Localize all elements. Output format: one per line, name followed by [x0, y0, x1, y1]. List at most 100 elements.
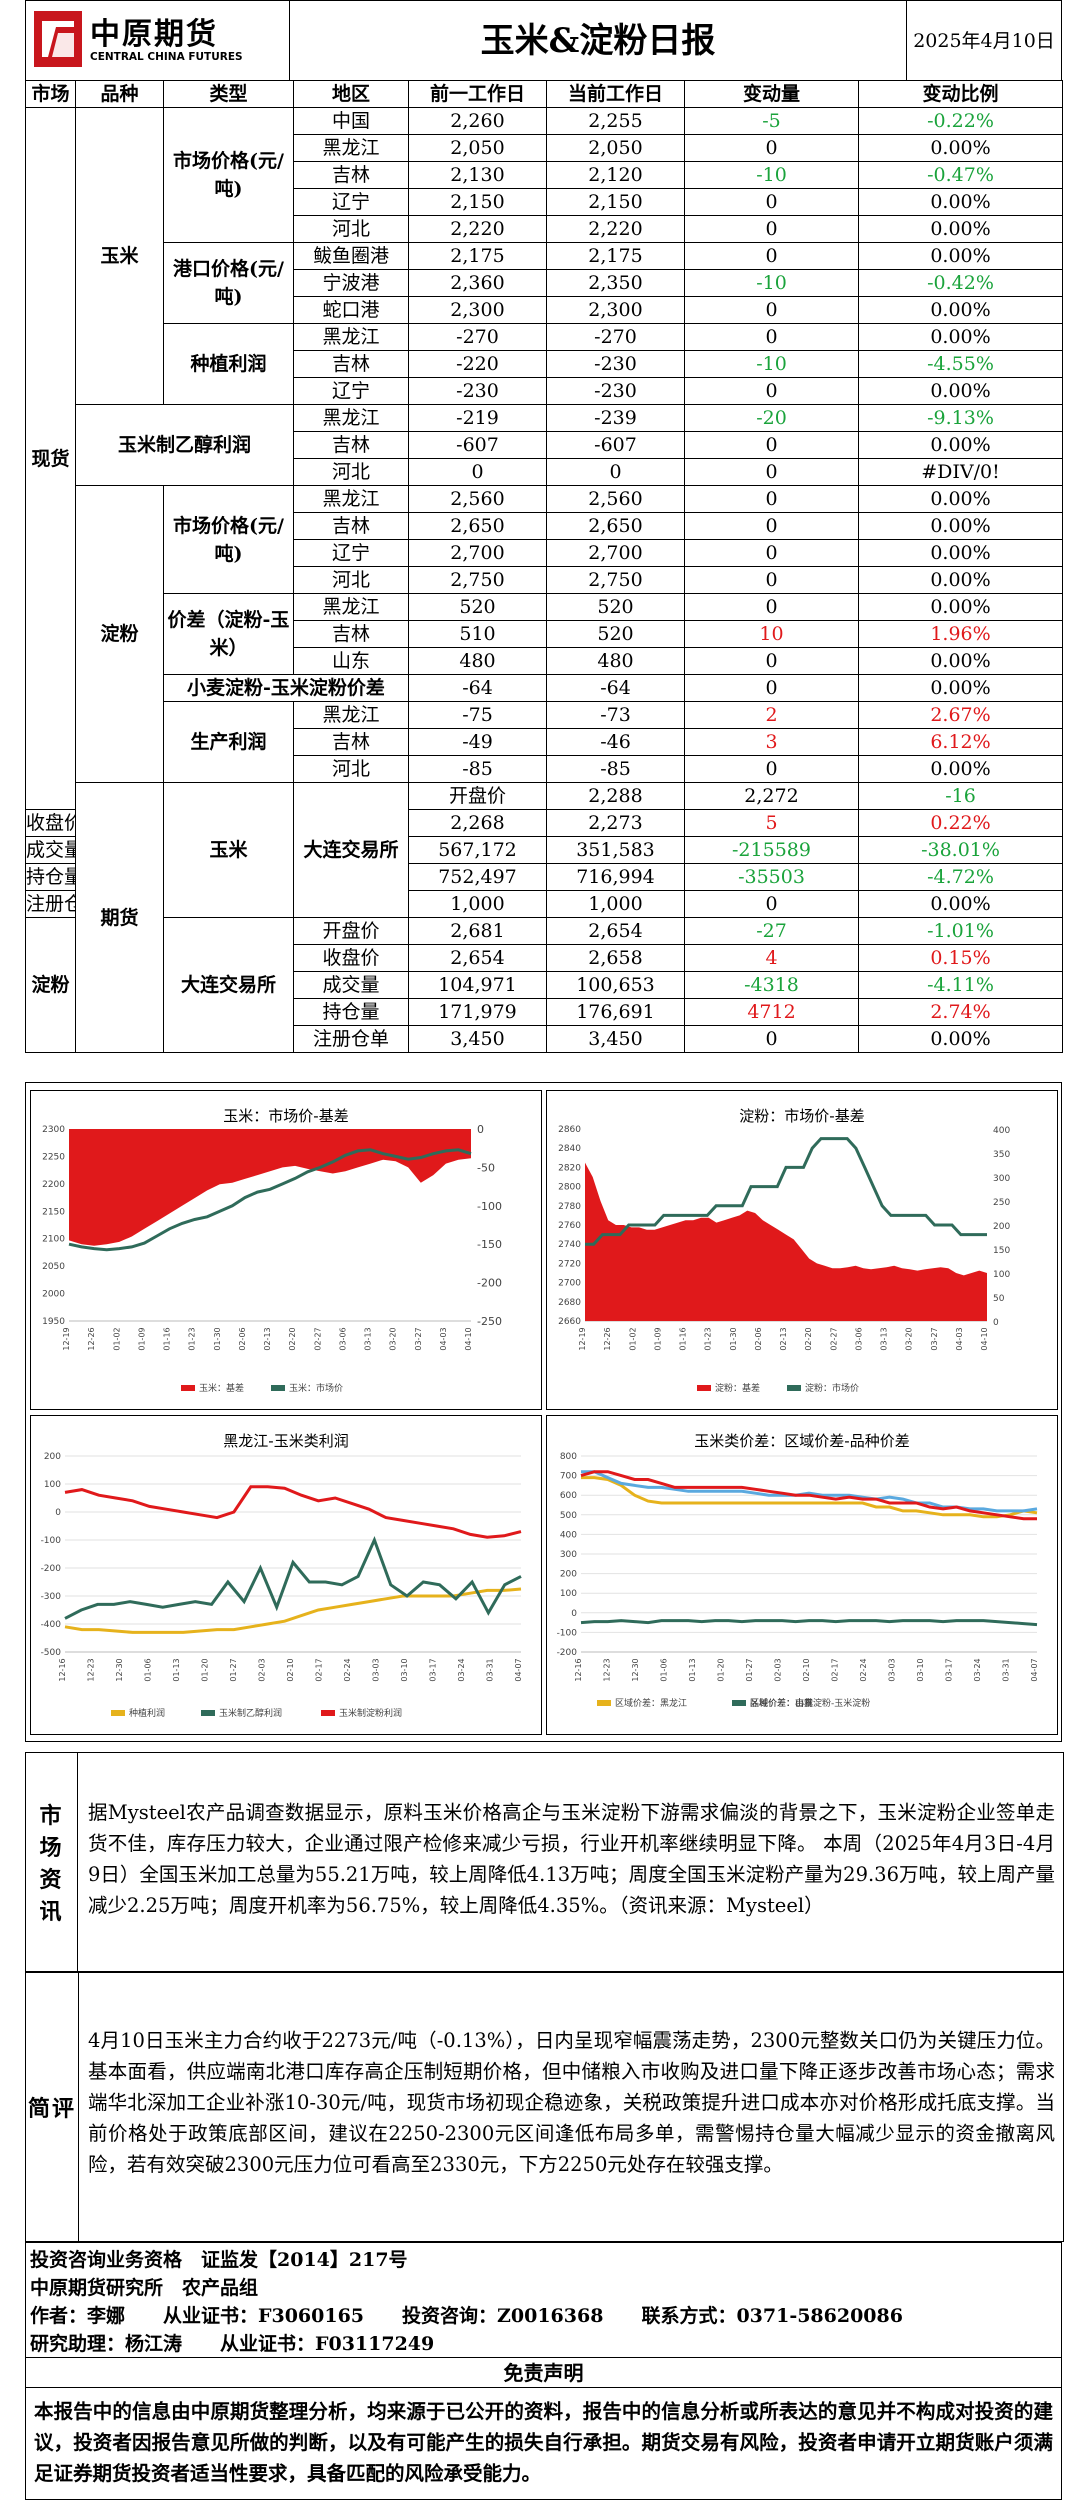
footer-box — [25, 2242, 1062, 2358]
prev-value-cell: 2,681 — [408, 917, 547, 945]
legend-swatch — [181, 1385, 195, 1391]
y2-tick-label: 200 — [993, 1222, 1010, 1232]
table-row: 吉林 -607 -607 0 0.00% — [26, 431, 1063, 459]
y-tick-label: 600 — [560, 1491, 577, 1501]
prev-value-cell: 2,050 — [408, 134, 547, 162]
prev-value-cell: -607 — [408, 431, 547, 459]
chart-title: 黑龙江-玉米类利润 — [223, 1432, 349, 1450]
price-line — [585, 1137, 987, 1246]
region-cell: 开盘价 — [408, 782, 547, 810]
x-tick-label: 01-23 — [704, 1327, 713, 1350]
table-row: 吉林 2,130 2,120 -10 -0.47% — [26, 161, 1063, 189]
disclaimer-title: 免责声明 — [25, 2358, 1062, 2388]
cur-value-cell: -73 — [546, 701, 685, 729]
spread-hlj-line — [581, 1476, 1038, 1519]
x-tick-label: 03-13 — [880, 1327, 889, 1350]
change-pct-cell: -4.11% — [858, 971, 1063, 999]
change-cell: -215589 — [684, 836, 859, 864]
change-cell: 0 — [684, 134, 859, 162]
y-tick-label: 2780 — [558, 1202, 581, 1212]
cur-value-cell: -230 — [546, 377, 685, 405]
prev-value-cell: 2,650 — [408, 512, 547, 540]
region-cell: 黑龙江 — [293, 323, 409, 351]
x-tick-label: 01-23 — [188, 1327, 197, 1350]
x-tick-label: 12-30 — [115, 1658, 124, 1681]
y2-tick-label: 100 — [993, 1270, 1010, 1280]
x-tick-label: 01-09 — [653, 1327, 662, 1350]
prev-value-cell: 2,750 — [408, 566, 547, 594]
price-line — [68, 1148, 472, 1252]
y2-tick-label: -250 — [477, 1315, 502, 1328]
x-tick-label: 04-03 — [439, 1327, 448, 1350]
change-pct-cell: 0.00% — [858, 485, 1063, 513]
x-tick-label: 01-16 — [163, 1327, 172, 1350]
y-tick-label: 2150 — [42, 1207, 65, 1217]
prev-value-cell: -75 — [408, 701, 547, 729]
change-pct-cell: -4.55% — [858, 350, 1063, 378]
change-pct-cell: 0.22% — [858, 809, 1063, 837]
x-tick-label: 02-06 — [238, 1327, 247, 1350]
change-cell: -27 — [684, 917, 859, 945]
x-tick-label: 03-27 — [414, 1327, 423, 1350]
change-cell: 0 — [684, 566, 859, 594]
x-tick-label: 03-20 — [389, 1327, 398, 1350]
y2-tick-label: 300 — [993, 1174, 1010, 1184]
table-row: 吉林 510 520 10 1.96% — [26, 620, 1063, 648]
legend-label: 淀粉：市场价 — [805, 1382, 859, 1394]
logo-cn: 中原期货 — [90, 17, 218, 52]
table-row: 吉林 2,650 2,650 0 0.00% — [26, 512, 1063, 540]
cur-value-cell: 480 — [546, 647, 685, 675]
region-cell: 注册仓单 — [25, 890, 76, 918]
y-tick-label: 300 — [560, 1550, 577, 1560]
x-tick-label: 03-24 — [457, 1658, 466, 1681]
change-pct-cell: -9.13% — [858, 404, 1063, 432]
change-pct-cell: 0.00% — [858, 755, 1063, 783]
table-row: 生产利润 黑龙江 -75 -73 2 2.67% — [26, 701, 1063, 783]
y-tick-label: -200 — [557, 1648, 578, 1658]
cur-value-cell: 0 — [546, 458, 685, 486]
cur-value-cell: 100,653 — [546, 971, 685, 999]
region-cell: 山东 — [293, 647, 409, 675]
region-cell: 收盘价 — [25, 809, 76, 837]
y2-tick-label: 0 — [993, 1318, 999, 1328]
legend-swatch — [787, 1385, 801, 1391]
prev-value-cell: -220 — [408, 350, 547, 378]
x-tick-label: 12-23 — [603, 1658, 612, 1681]
x-tick-label: 01-20 — [717, 1658, 726, 1681]
region-cell: 河北 — [293, 566, 409, 594]
x-tick-label: 04-10 — [980, 1327, 989, 1350]
y-tick-label: 400 — [560, 1530, 577, 1540]
region-cell: 持仓量 — [25, 863, 76, 891]
table-row: 现货 玉米 市场价格(元/吨) 中国 2,260 2,255 -5 -0.22% — [25, 107, 1063, 810]
y-tick-label: -100 — [557, 1628, 578, 1638]
group-cell: 大连交易所 — [163, 917, 294, 1053]
x-tick-label: 02-06 — [754, 1327, 763, 1350]
y-tick-label: -400 — [41, 1620, 62, 1630]
table-row: 成交量 104,971 100,653 -4318 -4.11% — [26, 971, 1063, 999]
x-tick-label: 02-17 — [315, 1658, 324, 1681]
starch-profit-line — [64, 1485, 522, 1539]
change-pct-cell: 1.96% — [858, 620, 1063, 648]
cur-value-cell: 2,220 — [546, 215, 685, 243]
table-row: 价差（淀粉-玉米） 黑龙江 520 520 0 0.00% — [26, 593, 1063, 675]
x-tick-label: 02-03 — [774, 1658, 783, 1681]
y-tick-label: 800 — [560, 1452, 577, 1462]
cur-value-cell: 2,273 — [546, 809, 685, 837]
cur-value-cell: 2,300 — [546, 296, 685, 324]
region-cell: 宁波港 — [293, 269, 409, 297]
y2-tick-label: -50 — [477, 1161, 495, 1174]
col-header: 地区 — [293, 80, 409, 108]
logo-en: CENTRAL CHINA FUTURES — [90, 51, 243, 63]
region-cell: 黑龙江 — [293, 485, 409, 513]
chart-title: 玉米类价差：区域价差-品种价差 — [694, 1432, 910, 1450]
x-tick-label: 04-07 — [514, 1658, 523, 1681]
x-tick-label: 01-30 — [729, 1327, 738, 1350]
table-row: 淀粉 市场价格(元/吨) 黑龙江 2,560 2,560 0 0.00% — [26, 485, 1063, 783]
change-cell: 0 — [684, 512, 859, 540]
y2-tick-label: -200 — [477, 1277, 502, 1290]
prev-value-cell: 171,979 — [408, 998, 547, 1026]
chart-heilongjiang-profit: 黑龙江-玉米类利润 200 100 0 -100 -200 -300 -400 -500 12-… — [30, 1415, 542, 1735]
group-cell: 价差（淀粉-玉米） — [163, 593, 294, 675]
y-tick-label: 2820 — [558, 1163, 581, 1173]
